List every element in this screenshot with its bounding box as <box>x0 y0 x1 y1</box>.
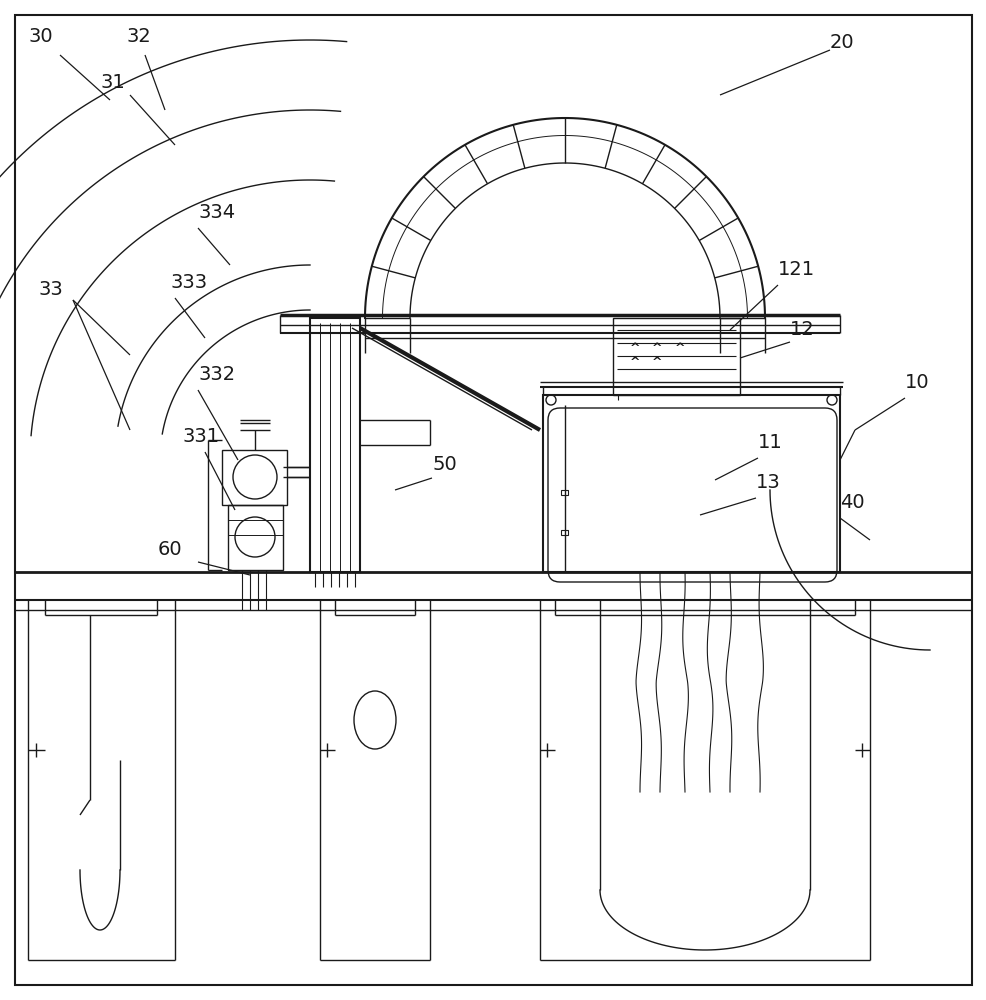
Text: 12: 12 <box>789 320 813 339</box>
Text: 11: 11 <box>757 433 782 452</box>
Text: 32: 32 <box>127 27 152 46</box>
Text: ^: ^ <box>651 356 662 368</box>
Text: 30: 30 <box>28 27 52 46</box>
Bar <box>560 530 567 535</box>
Text: 40: 40 <box>839 493 864 512</box>
Bar <box>310 318 360 572</box>
Text: ^: ^ <box>674 342 684 355</box>
Text: 33: 33 <box>38 280 63 299</box>
Text: ^: ^ <box>629 342 640 355</box>
Text: ^: ^ <box>629 356 640 368</box>
Text: 10: 10 <box>904 373 929 392</box>
Text: 60: 60 <box>158 540 182 559</box>
Text: 121: 121 <box>777 260 814 279</box>
Text: 31: 31 <box>100 73 124 92</box>
Text: 331: 331 <box>182 427 220 446</box>
Text: 333: 333 <box>170 273 207 292</box>
Text: 50: 50 <box>432 455 457 474</box>
Bar <box>542 395 839 572</box>
Text: 13: 13 <box>755 473 780 492</box>
Text: 20: 20 <box>829 32 854 51</box>
Text: ^: ^ <box>651 342 662 355</box>
Bar <box>612 318 740 395</box>
Bar <box>228 505 283 570</box>
Bar <box>560 490 567 495</box>
Text: 334: 334 <box>198 203 235 222</box>
Text: 332: 332 <box>198 365 235 384</box>
Bar <box>222 450 287 505</box>
